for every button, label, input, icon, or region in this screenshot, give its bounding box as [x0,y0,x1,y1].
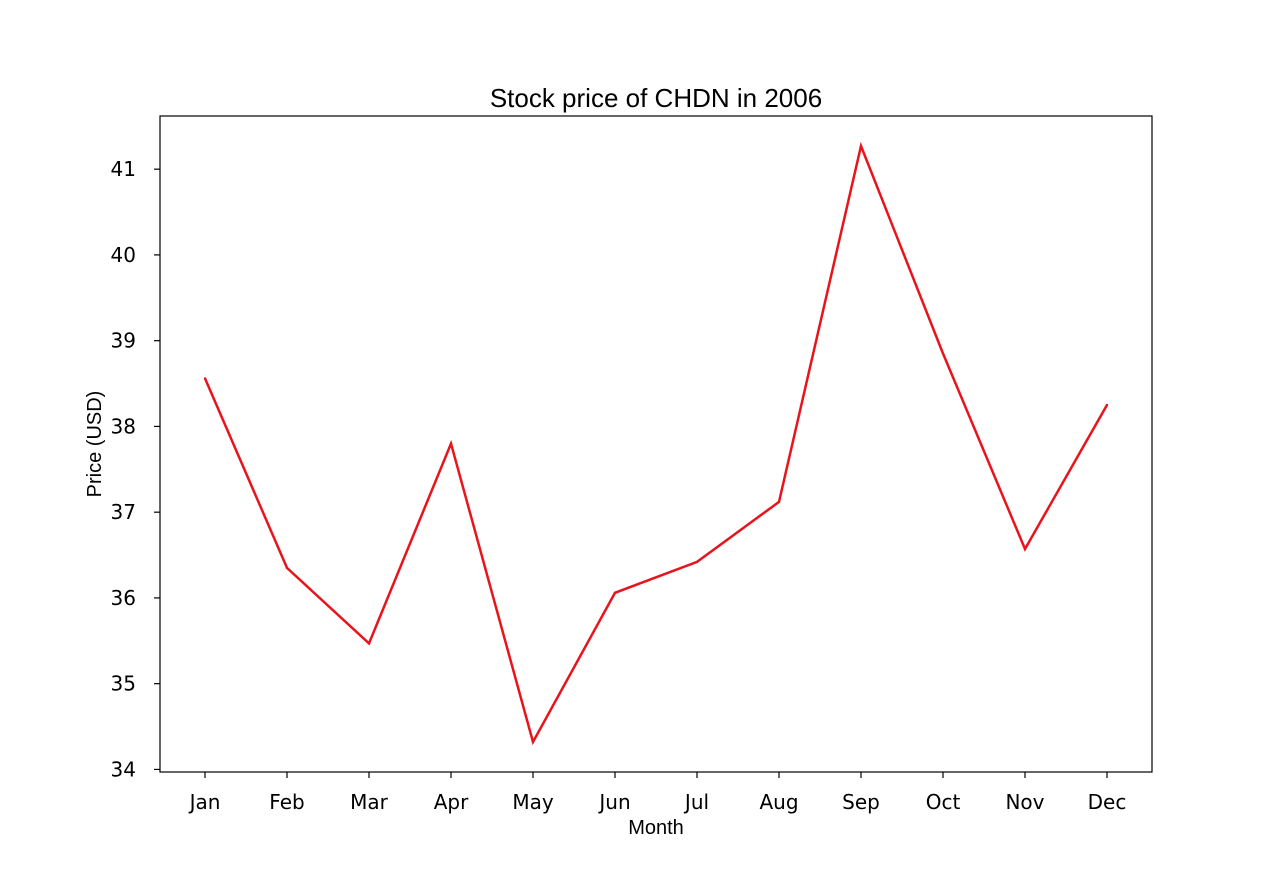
data-point-aug [777,500,781,504]
data-point-feb [285,566,289,570]
data-point-dec [1105,403,1109,407]
y-tick-label: 35 [111,672,136,696]
x-tick-label: Mar [350,790,389,814]
x-tick-label: Jun [597,790,630,814]
plot-frame [159,115,1153,773]
data-point-jul [695,560,699,564]
x-tick-label: Aug [759,790,798,814]
y-tick-label: 36 [111,586,136,610]
data-point-jun [613,591,617,594]
y-tick-label: 40 [111,243,136,267]
data-point-jan [203,377,207,380]
x-tick-label: Jan [188,790,221,814]
x-tick-label: Jul [683,790,709,814]
data-point-oct [941,352,945,355]
data-point-may [531,740,535,744]
x-tick-label: May [512,790,554,814]
data-point-mar [367,642,371,645]
y-tick-label: 38 [111,414,136,438]
y-axis: 34 35 36 37 38 39 40 41 [111,157,160,781]
x-tick-label: Apr [434,790,469,814]
series-group [203,141,1109,746]
y-axis-label: Price (USD) [84,391,106,498]
x-tick-label: Dec [1088,790,1127,814]
x-tick-label: Feb [269,790,304,814]
y-tick-label: 39 [111,329,136,353]
y-tick-label: 37 [111,500,136,524]
data-point-nov [1023,547,1027,551]
x-tick-label: Nov [1005,790,1044,814]
x-axis-label: Month [628,817,684,839]
chart-title: Stock price of CHDN in 2006 [490,83,822,113]
data-point-sep [859,144,863,148]
x-axis: Jan Feb Mar Apr May Jun Jul Aug Sep Oct Nov Dec [188,772,1127,814]
x-tick-label: Oct [926,790,961,814]
data-point-apr [449,442,453,445]
series-line [203,141,1109,746]
y-tick-label: 34 [111,757,136,781]
y-tick-label: 41 [111,157,136,181]
x-tick-label: Sep [842,790,880,814]
